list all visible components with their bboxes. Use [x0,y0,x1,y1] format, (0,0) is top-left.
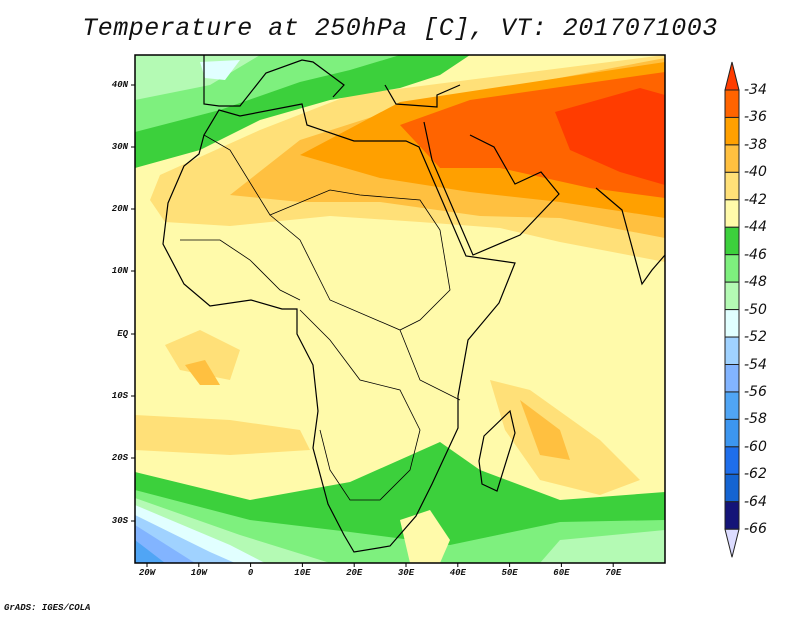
colorbar-swatch [724,254,740,283]
lat-label: 10S [111,391,128,401]
map-title: Temperature at 250hPa [C], VT: 201707100… [82,14,718,43]
madagascar-outline [478,409,516,492]
colorbar-label: -56 [744,383,767,400]
colorbar-swatch [724,364,740,393]
colorbar-swatch [724,171,740,201]
lon-label: 10W [190,568,207,578]
lon-label: 50E [501,568,518,578]
colorbar-label: -42 [744,191,767,208]
colorbar-label: -48 [744,274,767,291]
colorbar-label: -40 [744,164,767,181]
lat-label: 40N [111,80,128,90]
colorbar-label: -36 [744,109,767,126]
colorbar-swatch [724,144,740,173]
africa-outline [162,103,516,553]
lat-label: 30N [111,142,128,152]
colorbar-label: -34 [744,82,767,98]
lon-label: 60E [553,568,570,578]
colorbar-swatch [724,116,740,146]
colorbar-label: -44 [744,219,767,236]
colorbar-label: -62 [744,466,767,483]
borders [203,134,451,331]
coastlines [162,55,665,553]
colorbar [724,61,740,558]
lon-label: 20W [138,568,156,578]
lon-label: 0 [247,568,254,578]
colorbar-swatch [724,89,740,118]
lon-label: 10E [294,568,311,578]
lon-label: 70E [605,568,622,578]
lat-label: EQ [117,329,128,339]
arabia-outline [423,121,560,256]
colorbar-swatch [724,336,740,365]
colorbar-swatch [724,309,740,338]
lon-label: 40E [449,568,466,578]
map-frame [134,54,666,564]
colorbar-swatch [724,446,740,475]
lon-label: 20E [346,568,363,578]
axis-ticks [131,84,614,567]
colorbar-lower-arrow [724,528,740,558]
colorbar-swatch [724,473,740,503]
colorbar-swatch [724,391,740,420]
lat-label: 20N [111,204,128,214]
contour-fill [135,55,665,563]
colorbar-label: -52 [744,329,767,346]
colorbar-swatch [724,418,740,448]
borders [399,329,461,401]
colorbar-swatch [724,226,740,256]
colorbar-label: -38 [744,136,767,153]
lat-label: 10N [111,266,128,276]
lat-label: 30S [111,516,128,526]
turkey-outline [384,84,461,108]
lat-label: 20S [111,453,128,463]
borders [299,309,421,501]
colorbar-swatch [724,281,740,311]
colorbar-swatch [724,199,740,228]
colorbar-label: -58 [744,411,767,428]
borders [180,239,301,301]
colorbar-label: -50 [744,301,767,318]
lon-label: 30E [397,568,415,578]
colorbar-label: -46 [744,246,767,263]
colorbar-label: -66 [744,521,767,538]
europe-outline [203,55,345,107]
colorbar-upper-arrow [724,61,740,91]
grads-credit: GrADS: IGES/COLA [4,603,91,613]
colorbar-label: -64 [744,493,767,510]
colorbar-label: -60 [744,438,767,455]
india-outline [595,187,665,286]
colorbar-swatch [724,501,740,530]
colorbar-label: -54 [744,356,767,373]
